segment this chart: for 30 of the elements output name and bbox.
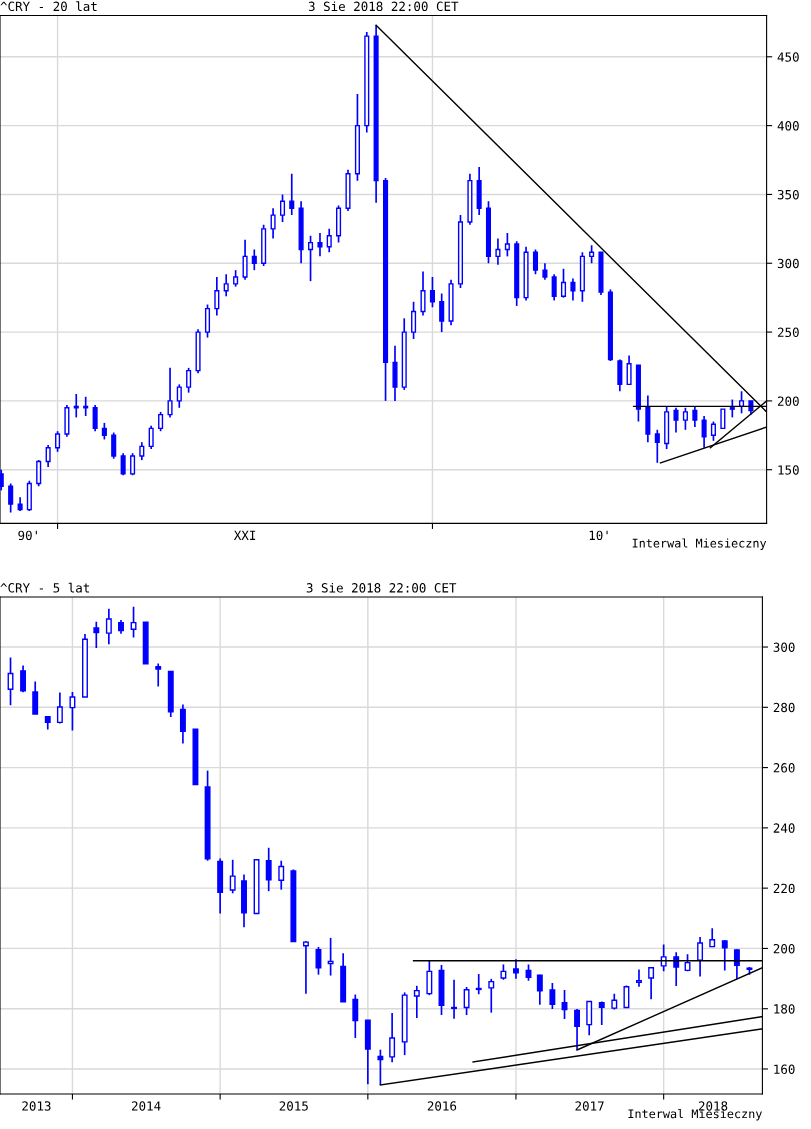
x-tick-label: 2016 [427, 1101, 457, 1111]
y-tick-label: 220 [773, 883, 795, 894]
x-tick-label: 2013 [22, 1101, 51, 1111]
y-tick-label: 450 [777, 52, 799, 62]
y-tick-label: 200 [777, 396, 799, 406]
y-tick-label: 180 [774, 1004, 795, 1014]
text: Interwal Miesieczny [632, 538, 767, 550]
y-tick-label: 300 [777, 258, 799, 269]
y-tick-label: 280 [773, 702, 795, 713]
x-tick-label: 10' [589, 530, 608, 541]
x-tick-label: 2015 [279, 1101, 308, 1111]
y-tick-label: 350 [777, 189, 799, 200]
x-tick-label: 2017 [575, 1101, 604, 1111]
chart-title: ^CRY - 20 lat [0, 1, 97, 12]
text: Interwal Miesieczny [628, 1109, 762, 1121]
y-tick-label: 250 [777, 327, 799, 338]
y-tick-label: 160 [774, 1064, 795, 1074]
chart-subtitle: 3 Sie 2018 22:00 CET [308, 1, 459, 12]
x-tick-label: 2018 [698, 1101, 728, 1111]
chart-subtitle: 3 Sie 2018 22:00 CET [306, 582, 457, 593]
x-tick-label: XXI [233, 530, 256, 540]
y-tick-label: 150 [778, 465, 799, 475]
chart-title: ^CRY - 5 lat [0, 582, 90, 593]
y-tick-label: 300 [773, 642, 795, 652]
x-tick-label: 90' [18, 530, 37, 541]
y-tick-label: 200 [773, 943, 795, 954]
y-tick-label: 240 [773, 823, 795, 833]
y-tick-label: 260 [773, 763, 795, 773]
y-tick-label: 400 [777, 121, 799, 131]
x-tick-label: 2014 [131, 1101, 161, 1111]
